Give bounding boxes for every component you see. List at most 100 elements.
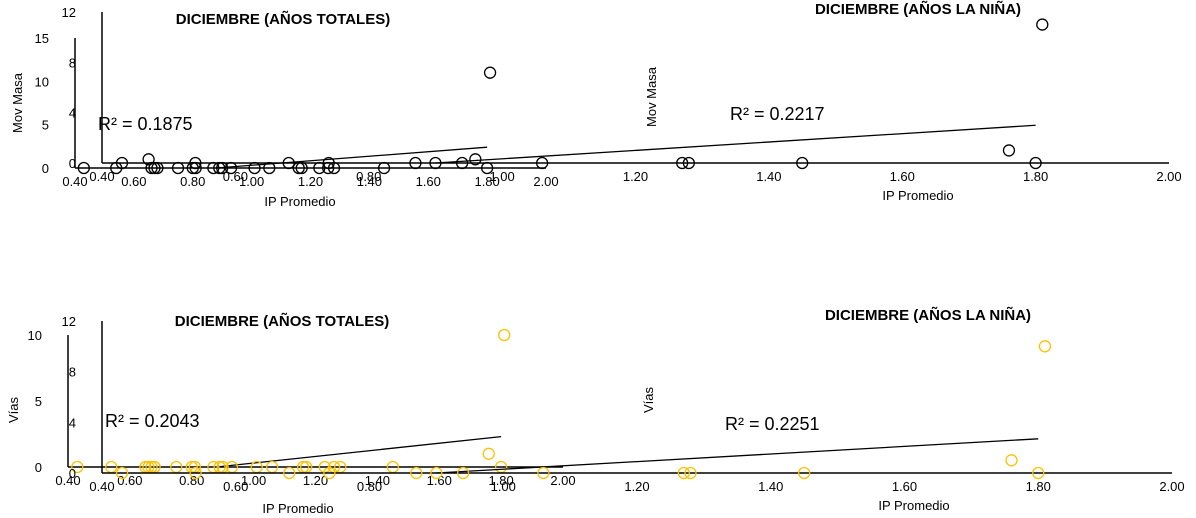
trendline xyxy=(435,124,1036,164)
chart-svg: 0.40 0.60 0.80 1.00 1.20 1.40 1.60 1.80 2.00 0 5 10… xyxy=(10,10,559,209)
r-squared-label: R² = 0.2251 xyxy=(725,414,820,434)
x-axis-label: IP Promedio xyxy=(878,498,949,513)
x-tick-label: 1.00 xyxy=(241,473,266,488)
data-point xyxy=(409,156,422,170)
x-tick-label: 2.00 xyxy=(533,174,558,189)
data-point xyxy=(796,156,809,170)
y-tick-label: 10 xyxy=(28,328,42,343)
data-point xyxy=(537,466,550,480)
x-tick-label: 0.80 xyxy=(357,479,382,494)
data-point xyxy=(483,66,497,79)
y-tick-label: 0 xyxy=(69,466,76,481)
x-tick-label: 1.20 xyxy=(303,473,328,488)
y-tick-label: 0 xyxy=(69,156,76,171)
x-tick-label: 1.00 xyxy=(489,169,514,184)
x-tick-label: 1.80 xyxy=(474,174,499,189)
chart-title: DICIEMBRE (AÑOS TOTALES) xyxy=(176,10,390,28)
chart-svg: 0.40 0.60 0.80 1.00 1.20 1.40 1.60 1.80 2.00 0 4 8 1… xyxy=(62,0,1182,203)
data-point xyxy=(142,153,155,166)
y-tick-label: 5 xyxy=(35,394,42,409)
data-point xyxy=(456,466,470,480)
data-point xyxy=(189,156,202,170)
x-axis-label: IP Promedio xyxy=(882,188,953,203)
x-tick-label: 0.60 xyxy=(223,479,248,494)
trendline xyxy=(216,146,488,169)
y-axis-label: Vías xyxy=(641,386,656,413)
data-point xyxy=(1032,466,1045,480)
x-tick-label: 0.80 xyxy=(180,174,205,189)
data-point xyxy=(429,156,442,170)
data-point xyxy=(282,156,295,170)
data-point xyxy=(1005,454,1018,467)
x-tick-label: 1.60 xyxy=(427,473,452,488)
chart-panel-1: 0.40 0.60 0.80 1.00 1.20 1.40 1.60 1.80 2.00 0 5 10… xyxy=(0,0,590,230)
data-point xyxy=(798,466,811,480)
x-tick-label: 1.40 xyxy=(758,479,783,494)
x-tick-label: 0.60 xyxy=(121,174,146,189)
x-tick-label: 0.60 xyxy=(223,169,248,184)
x-tick-label: 1.20 xyxy=(298,174,323,189)
x-tick-label: 1.80 xyxy=(488,473,513,488)
x-tick-label: 2.00 xyxy=(550,473,575,488)
chart-title: DICIEMBRE (AÑOS LA NIÑA) xyxy=(825,306,1031,324)
data-point xyxy=(682,156,695,170)
x-tick-label: 1.20 xyxy=(623,169,648,184)
x-tick-label: 1.40 xyxy=(365,473,390,488)
x-axis-label: IP Promedio xyxy=(264,194,335,209)
chart-svg: 0.40 0.60 0.80 1.00 1.20 1.40 1.60 1.80 2.00 0 5 10… xyxy=(6,312,576,516)
chart-panel-3: 0.40 0.60 0.80 1.00 1.20 1.40 1.60 1.80 2.00 0 5 10… xyxy=(0,260,590,518)
y-tick-label: 4 xyxy=(69,415,76,430)
x-tick-label: 0.40 xyxy=(89,479,114,494)
x-tick-label: 1.80 xyxy=(1023,169,1048,184)
r-squared-label: R² = 0.2217 xyxy=(730,104,825,124)
r-squared-label: R² = 0.2043 xyxy=(105,411,200,431)
x-tick-label: 2.00 xyxy=(1159,479,1184,494)
y-tick-label: 10 xyxy=(35,74,49,89)
data-point xyxy=(1002,144,1016,157)
x-tick-label: 2.00 xyxy=(1156,169,1181,184)
data-point xyxy=(283,466,296,480)
y-axis-label: Vías xyxy=(6,396,21,423)
trendline xyxy=(436,438,1039,474)
data-point xyxy=(1038,340,1052,353)
y-tick-label: 8 xyxy=(69,55,76,70)
chart-title: DICIEMBRE (AÑOS LA NIÑA) xyxy=(815,0,1021,18)
data-point xyxy=(684,466,697,480)
x-tick-label: 0.40 xyxy=(62,174,87,189)
chart-panel-4: 0.40 0.60 0.80 1.00 1.20 1.40 1.60 1.80 2.00 0 4 8 1… xyxy=(62,260,1196,518)
chart-svg: 0.40 0.60 0.80 1.00 1.20 1.40 1.60 1.80 2.00 0 4 8 1… xyxy=(62,306,1185,513)
data-point xyxy=(189,466,202,480)
y-axis-label: Mov Masa xyxy=(10,72,25,133)
x-axis-label: IP Promedio xyxy=(262,501,333,516)
x-tick-label: 1.60 xyxy=(892,479,917,494)
y-tick-label: 5 xyxy=(42,118,49,133)
x-tick-label: 1.80 xyxy=(1026,479,1051,494)
x-tick-label: 0.40 xyxy=(55,473,80,488)
x-tick-label: 1.40 xyxy=(357,174,382,189)
x-tick-label: 1.00 xyxy=(239,174,264,189)
data-point xyxy=(498,328,511,342)
x-tick-label: 1.60 xyxy=(416,174,441,189)
y-tick-label: 0 xyxy=(35,460,42,475)
r-squared-label: R² = 0.1875 xyxy=(98,114,193,134)
x-tick-label: 1.20 xyxy=(624,479,649,494)
y-tick-label: 12 xyxy=(62,314,76,329)
data-point xyxy=(71,460,84,474)
y-tick-label: 0 xyxy=(42,161,49,176)
chart-panel-2: 0.40 0.60 0.80 1.00 1.20 1.40 1.60 1.80 2.00 0 4 8 1… xyxy=(62,0,1196,230)
y-tick-label: 8 xyxy=(69,365,76,380)
y-tick-label: 15 xyxy=(35,31,49,46)
data-point xyxy=(482,447,495,460)
data-point xyxy=(455,156,469,170)
data-point xyxy=(322,156,335,170)
x-tick-label: 0.80 xyxy=(179,473,204,488)
data-point xyxy=(535,156,549,170)
data-point xyxy=(1029,156,1042,170)
y-tick-label: 12 xyxy=(62,5,76,20)
x-tick-label: 0.40 xyxy=(89,169,114,184)
x-tick-label: 1.60 xyxy=(890,169,915,184)
data-point xyxy=(676,156,689,170)
y-axis-label: Mov Masa xyxy=(644,66,659,127)
y-tick-label: 4 xyxy=(69,106,76,121)
